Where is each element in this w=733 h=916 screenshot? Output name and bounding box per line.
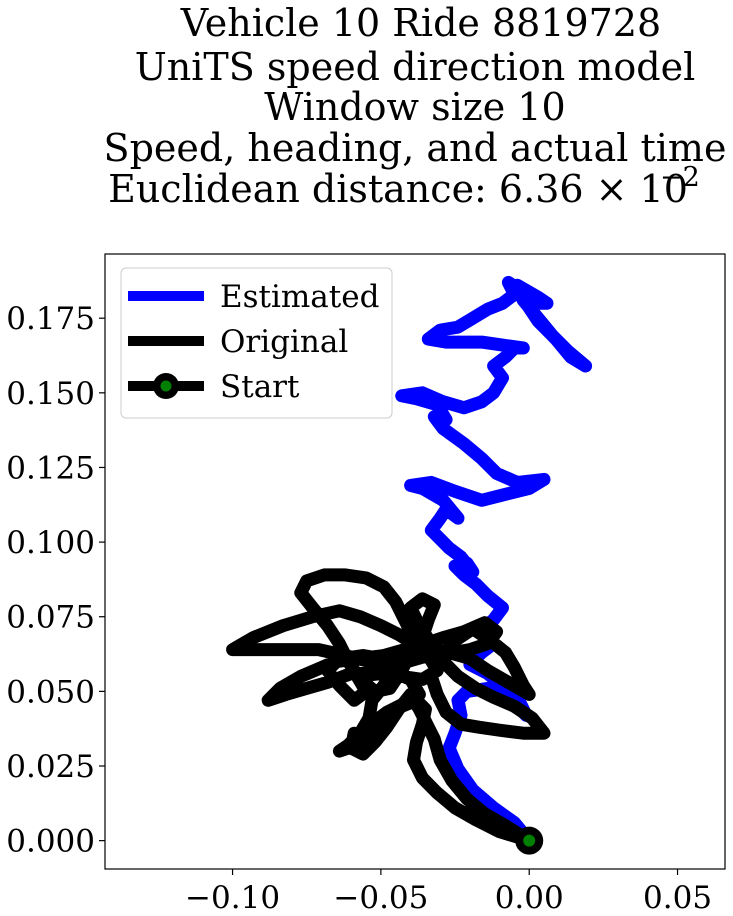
y-tick-label: 0.125 (6, 450, 95, 486)
legend-label-start: Start (220, 369, 300, 405)
y-tick-label: 0.100 (6, 525, 95, 561)
legend-label-estimated: Estimated (220, 279, 379, 315)
y-tick-label: 0.075 (6, 600, 95, 636)
series-line-original (226, 568, 551, 848)
title-line-3: Window size 10 (264, 85, 565, 129)
title-line-5: Euclidean distance: 6.36 × 10 (108, 167, 688, 211)
start-layer (515, 826, 544, 855)
plot-frame (104, 253, 726, 870)
legend-box (120, 267, 393, 419)
chart-title: Vehicle 10 Ride 8819728 UniTS speed dire… (104, 1, 727, 211)
series-line-estimated (395, 275, 593, 848)
start-marker-center (523, 834, 536, 847)
title-line-1: Vehicle 10 Ride 8819728 (180, 1, 661, 45)
title-line-2: UniTS speed direction model (135, 45, 695, 89)
title-exponent: −2 (660, 162, 700, 193)
x-tick-label: 0.05 (643, 880, 712, 916)
title-line-4: Speed, heading, and actual time (104, 126, 727, 170)
y-tick-label: 0.175 (6, 301, 95, 337)
y-tick-label: 0.000 (6, 824, 95, 860)
legend-start-marker-center (160, 380, 172, 392)
legend: Estimated Original Start (120, 267, 393, 419)
x-tick-label: 0.00 (495, 880, 564, 916)
x-axis: −0.10 −0.05 0.00 0.05 (185, 869, 712, 916)
y-axis: 0.000 0.025 0.050 0.075 0.100 0.125 0.150 0.175 (6, 301, 105, 860)
legend-label-original: Original (220, 324, 348, 360)
x-tick-label: −0.05 (333, 880, 428, 916)
x-tick-label: −0.10 (185, 880, 280, 916)
y-tick-label: 0.025 (6, 749, 95, 785)
y-tick-label: 0.150 (6, 376, 95, 412)
series-layer (226, 275, 593, 848)
y-tick-label: 0.050 (6, 674, 95, 710)
